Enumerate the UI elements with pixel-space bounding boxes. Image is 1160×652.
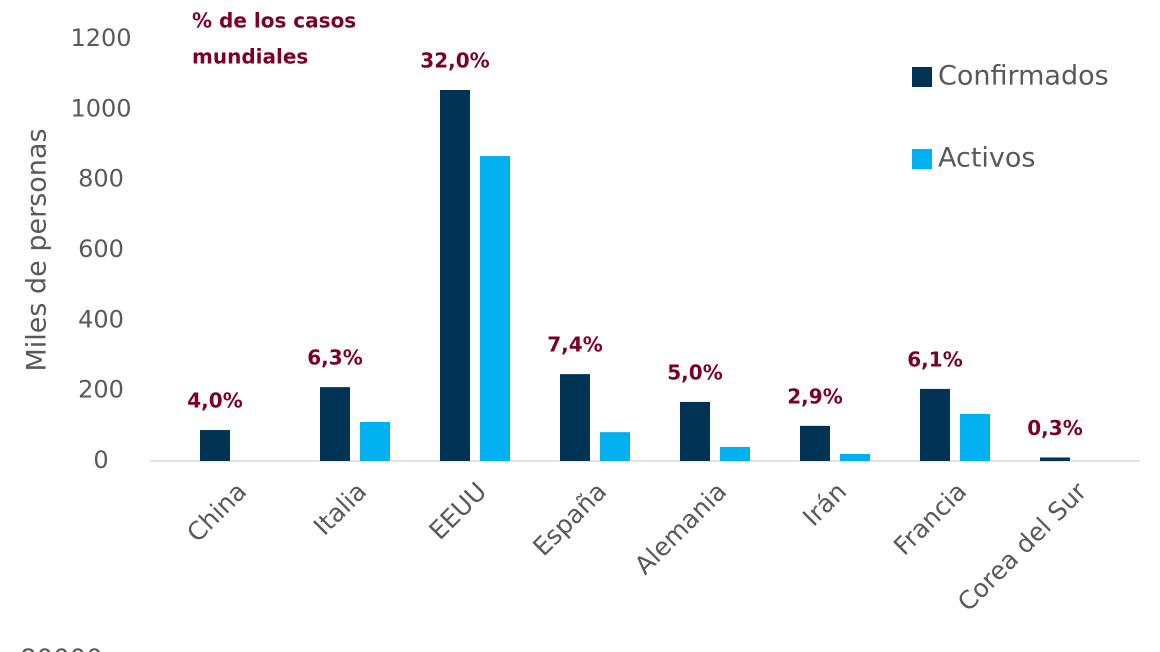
bar [720,446,750,461]
bar [480,156,510,462]
legend-swatch [912,149,932,169]
x-tick-label: Corea del Sur [952,476,1093,617]
header-note: mundiales [192,45,308,69]
header-note: % de los casos [192,9,356,33]
annotation: 6,3% [307,346,362,370]
bar [1040,457,1070,461]
bar [600,432,630,461]
y-tick-label: 800 [78,165,124,193]
y-tick-label: 200 [78,376,124,404]
legend-label: Activos [938,143,1036,174]
annotation: 6,1% [907,347,962,371]
cropped-text: 80000 [20,645,103,652]
x-tick-label: EEUU [423,477,492,546]
bar [680,401,710,461]
legend-label: Confirmados [938,61,1109,92]
bar [960,413,990,461]
y-axis-title: Miles de personas [22,128,53,371]
annotation: 5,0% [667,360,722,384]
bar [800,425,830,461]
bar [320,387,350,461]
bar [360,421,390,461]
x-tick-label: Alemania [629,477,732,580]
annotation: 32,0% [420,48,489,72]
x-tick-label: España [527,477,612,562]
x-tick-label: Irán [797,477,852,532]
x-tick-label: China [181,477,252,548]
y-tick-label: 0 [93,446,108,474]
annotation: 7,4% [547,333,602,357]
y-tick-label: 400 [78,305,124,333]
annotation: 2,9% [787,384,842,408]
y-tick-label: 1200 [70,24,131,52]
legend-swatch [912,67,932,87]
y-tick-label: 600 [78,235,124,263]
y-tick-label: 1000 [70,94,131,122]
bar [920,388,950,461]
annotation: 0,3% [1027,416,1082,440]
annotation: 4,0% [187,389,242,413]
x-tick-label: Francia [888,477,972,561]
x-tick-label: Italia [308,477,372,541]
bar [200,430,230,461]
bar [440,89,470,461]
bar [840,453,870,461]
bar [560,374,590,461]
